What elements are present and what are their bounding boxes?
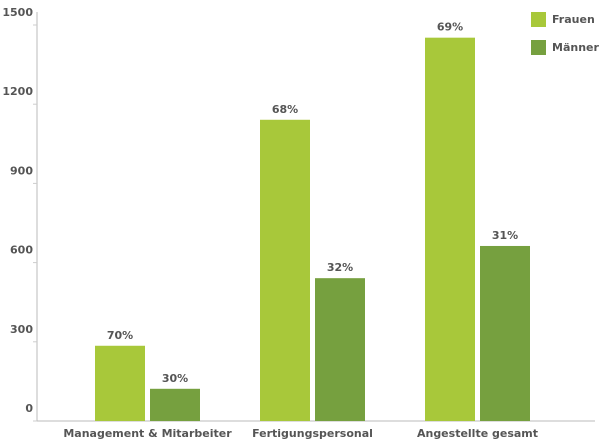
- x-tick-label: Angestellte gesamt: [417, 427, 538, 440]
- data-label: 70%: [107, 329, 133, 342]
- x-tick-label: Fertigungspersonal: [252, 427, 373, 440]
- data-label: 68%: [272, 103, 298, 116]
- y-tick-label: 600: [10, 244, 33, 257]
- y-tick-label: 300: [10, 323, 33, 336]
- data-label: 31%: [492, 229, 518, 242]
- y-tick-label: 1200: [2, 85, 33, 98]
- data-label: 69%: [437, 21, 463, 34]
- y-tick-label: 0: [25, 402, 33, 415]
- bar: [425, 37, 475, 422]
- legend-swatch: [531, 12, 546, 27]
- data-label: 30%: [162, 372, 188, 385]
- bar: [95, 345, 145, 421]
- data-label: 32%: [327, 261, 353, 274]
- bar: [260, 119, 310, 421]
- legend-label: Frauen: [552, 13, 595, 26]
- y-tick-label: 900: [10, 164, 33, 177]
- legend-swatch: [531, 40, 546, 55]
- bar: [480, 245, 530, 421]
- legend-label: Männer: [552, 41, 599, 54]
- x-tick-label: Management & Mitarbeiter: [63, 427, 232, 440]
- bar: [315, 278, 365, 421]
- y-tick-label: 1500: [2, 6, 33, 19]
- bar: [150, 388, 200, 421]
